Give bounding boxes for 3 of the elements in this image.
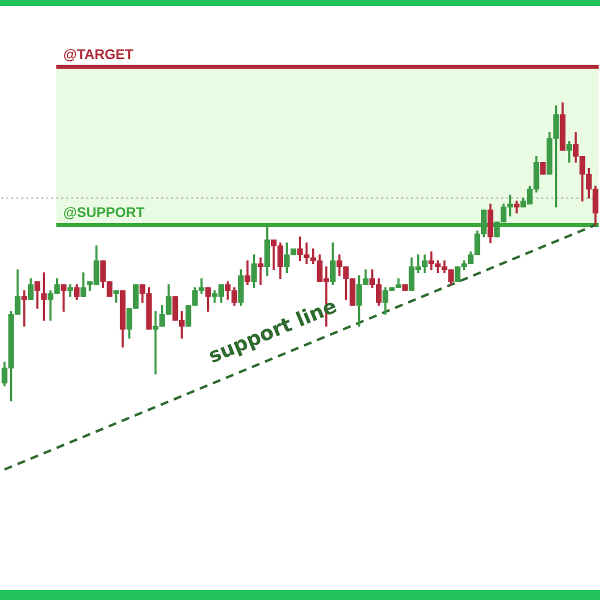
ref-line-label: @TARGET [63,46,134,62]
ref-line-label: @SUPPORT [63,204,146,220]
candlestick [21,290,28,327]
